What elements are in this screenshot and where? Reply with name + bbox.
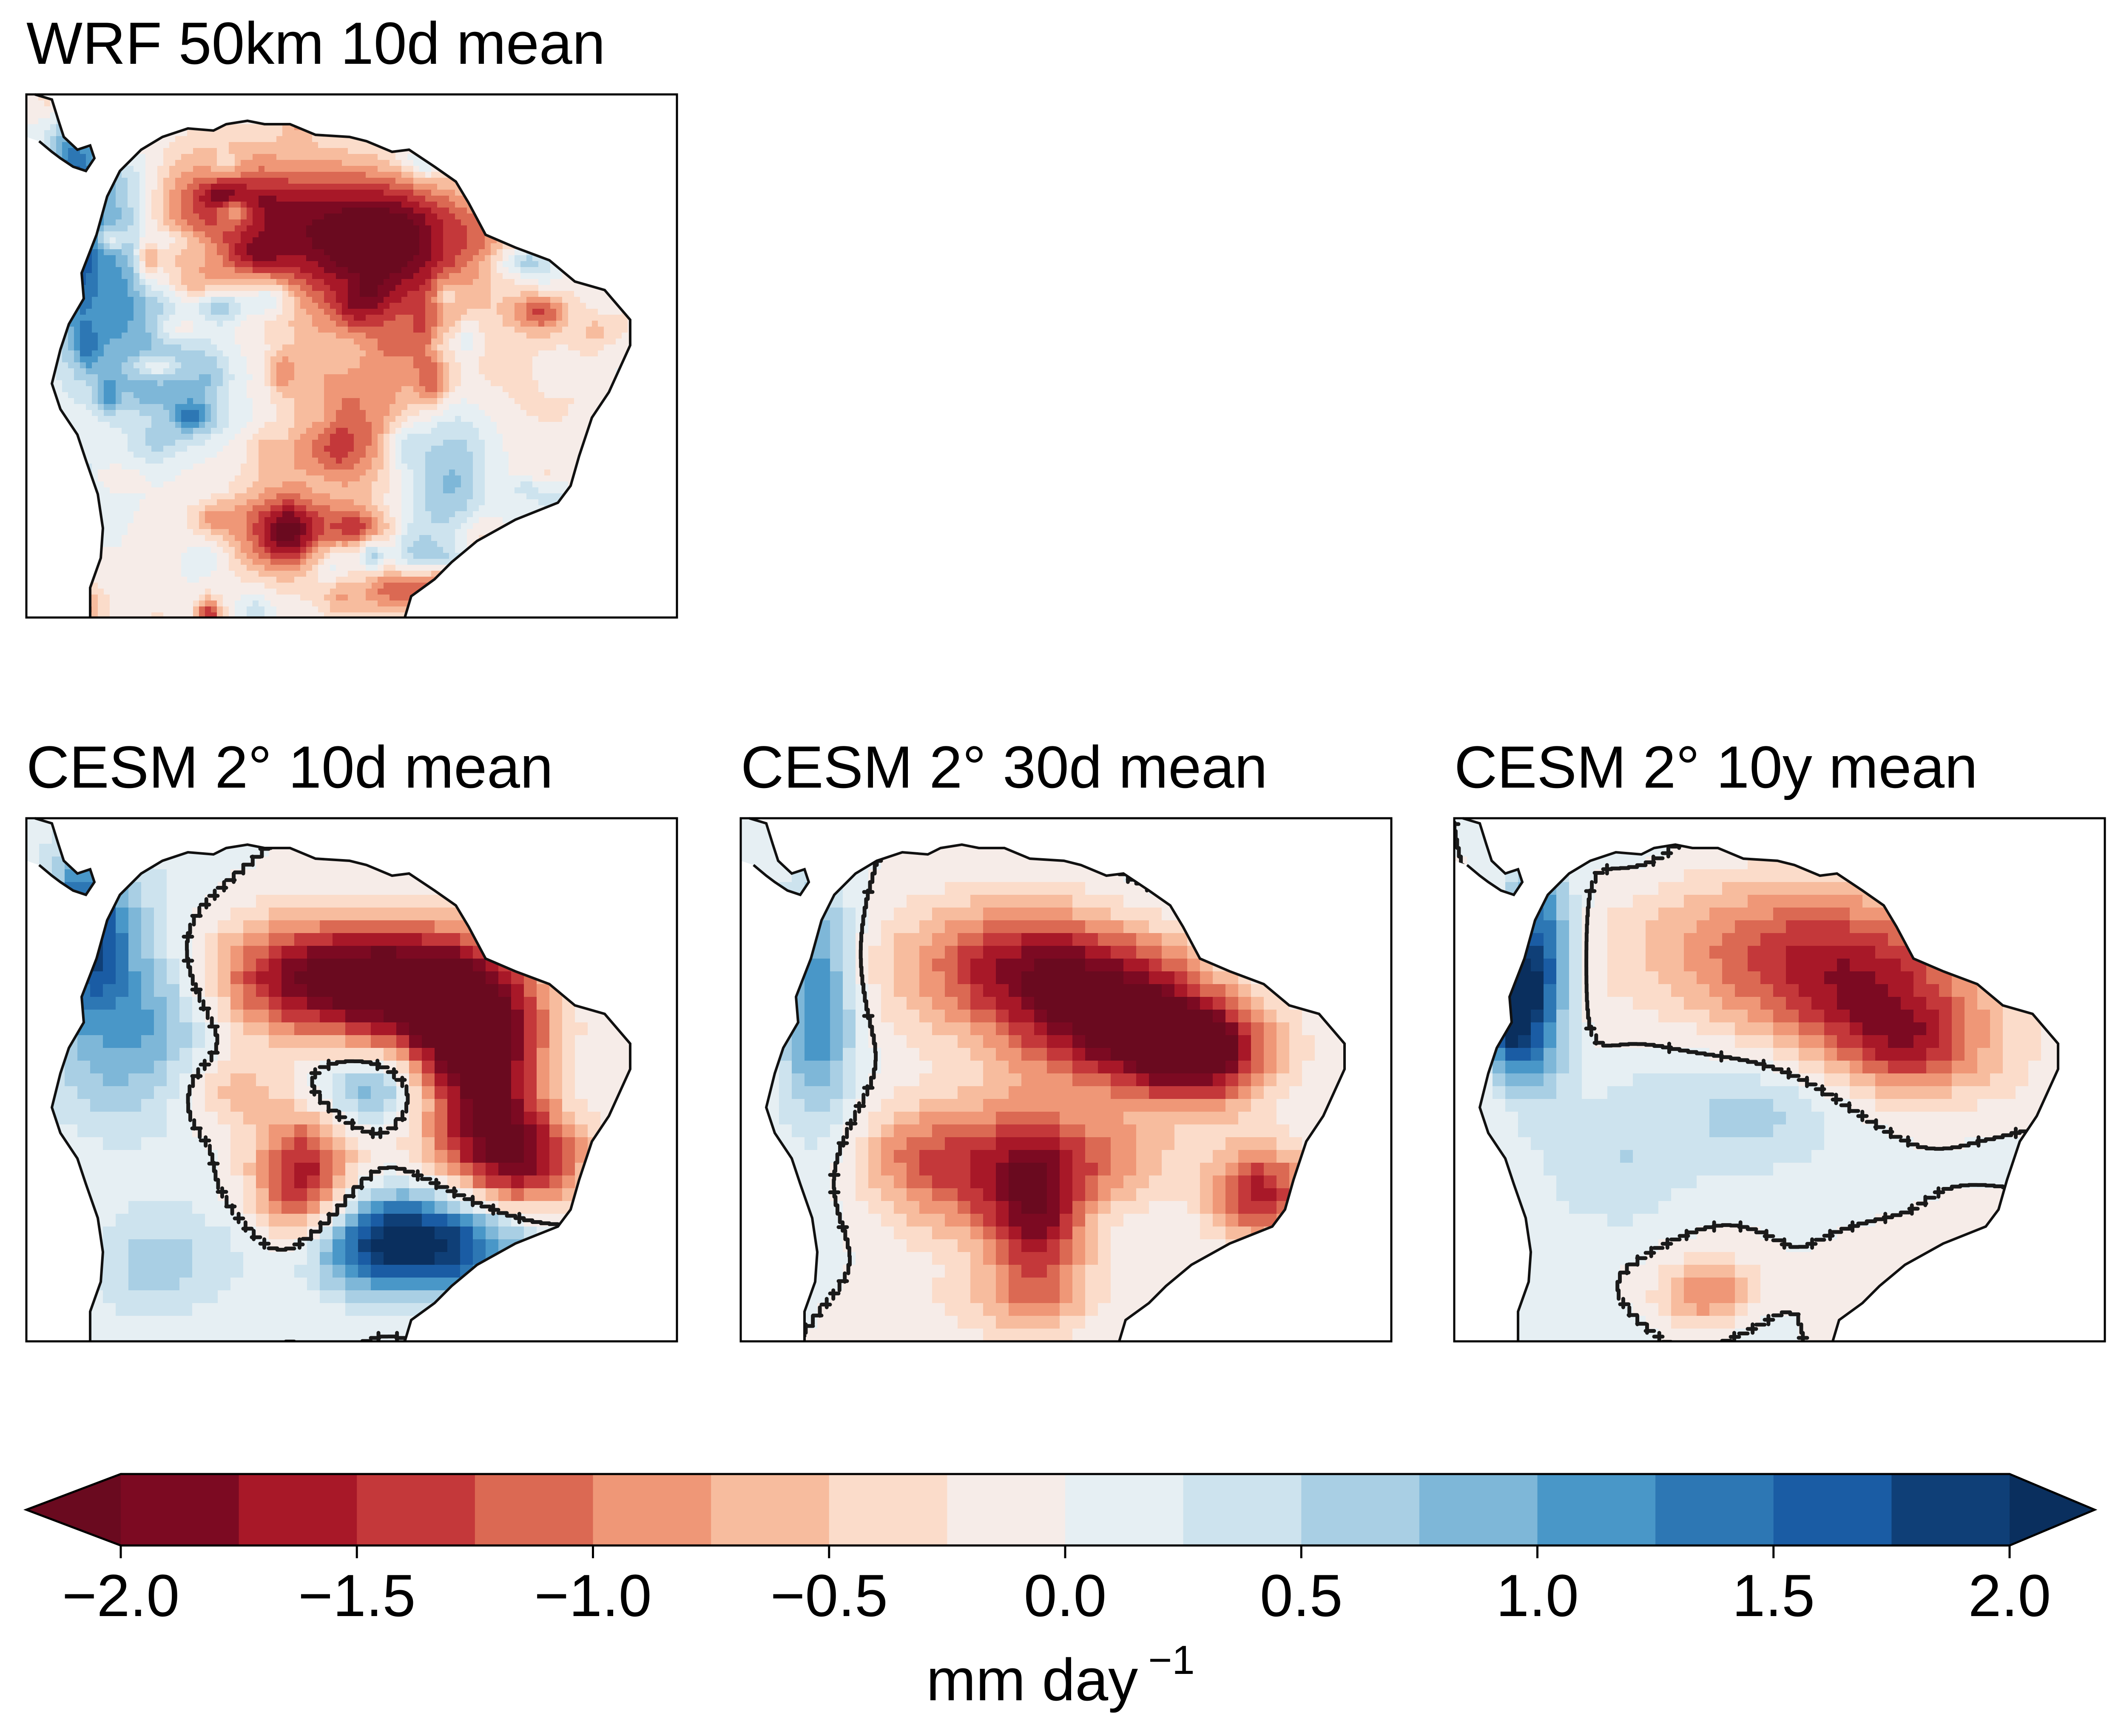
colorbar-tick-label: 2.0 <box>1968 1562 2051 1629</box>
coastline <box>749 817 1346 1342</box>
precip-anomaly-field <box>741 818 1345 1341</box>
colorbar-label: mm day −1 <box>926 1637 1194 1713</box>
colorbar-ticks: −2.0 −1.5 −1.0 −0.5 0.0 0.5 1.0 1.5 2.0 <box>62 1545 2051 1629</box>
panel-cesm-10y: CESM 2° 10y mean <box>1453 734 2106 1343</box>
colorbar-swatch <box>1183 1474 1302 1545</box>
zero-contour <box>1454 818 2058 1341</box>
colorbar-tick-label: −1.5 <box>298 1562 415 1629</box>
colorbar-tick-label: 0.0 <box>1024 1562 1107 1629</box>
precip-anomaly-field <box>26 94 630 618</box>
colorbar-swatch <box>1065 1474 1184 1545</box>
colorbar-swatch <box>711 1474 830 1545</box>
map-wrf-10d <box>25 93 678 619</box>
map-cesm-10d <box>25 817 678 1343</box>
colorbar-swatch <box>593 1474 712 1545</box>
colorbar-tick-label: 0.5 <box>1260 1562 1343 1629</box>
precip-anomaly-field <box>1454 818 2058 1341</box>
coastline <box>34 93 631 618</box>
map-frame <box>25 817 678 1343</box>
colorbar-swatch <box>475 1474 594 1545</box>
colorbar-swatch <box>1301 1474 1420 1545</box>
panel-title: CESM 2° 10d mean <box>26 734 553 800</box>
colorbar-tick-label: −0.5 <box>770 1562 888 1629</box>
colorbar-swatch <box>1773 1474 1892 1545</box>
colorbar-swatch <box>121 1474 239 1545</box>
panel-title: CESM 2° 30d mean <box>741 734 1268 800</box>
colorbar: −2.0 −1.5 −1.0 −0.5 0.0 0.5 1.0 1.5 2.0 mm day −1 <box>23 1473 2098 1713</box>
panel-cesm-30d: CESM 2° 30d mean <box>739 734 1393 1343</box>
map-cesm-10y <box>1453 817 2106 1343</box>
precip-anomaly-field <box>26 818 630 1341</box>
colorbar-swatch <box>357 1474 475 1545</box>
panel-title: WRF 50km 10d mean <box>26 10 606 77</box>
panel-title: CESM 2° 10y mean <box>1454 734 1978 800</box>
map-frame <box>1453 817 2106 1343</box>
zero-contour <box>182 818 630 1341</box>
colorbar-extend-low <box>26 1474 121 1545</box>
coastline <box>1462 817 2059 1342</box>
map-cesm-30d <box>739 817 1393 1343</box>
colorbar-swatch <box>829 1474 948 1545</box>
coastline <box>34 817 631 1342</box>
colorbar-swatch <box>239 1474 358 1545</box>
colorbar-tick-label: −2.0 <box>62 1562 179 1629</box>
panel-wrf-10d: WRF 50km 10d mean <box>25 10 678 619</box>
map-frame <box>25 93 678 619</box>
colorbar-swatch <box>1891 1474 2010 1545</box>
map-frame <box>739 817 1393 1343</box>
colorbar-swatch <box>1419 1474 1538 1545</box>
colorbar-swatch <box>1537 1474 1656 1545</box>
colorbar-tick-label: 1.5 <box>1732 1562 1815 1629</box>
colorbar-swatches <box>23 1473 2098 1547</box>
colorbar-swatch <box>947 1474 1066 1545</box>
colorbar-extend-high <box>2010 1474 2095 1545</box>
panel-cesm-10d: CESM 2° 10d mean <box>25 734 678 1343</box>
colorbar-tick-label: 1.0 <box>1496 1562 1579 1629</box>
colorbar-tick-label: −1.0 <box>534 1562 651 1629</box>
colorbar-swatch <box>1655 1474 1774 1545</box>
